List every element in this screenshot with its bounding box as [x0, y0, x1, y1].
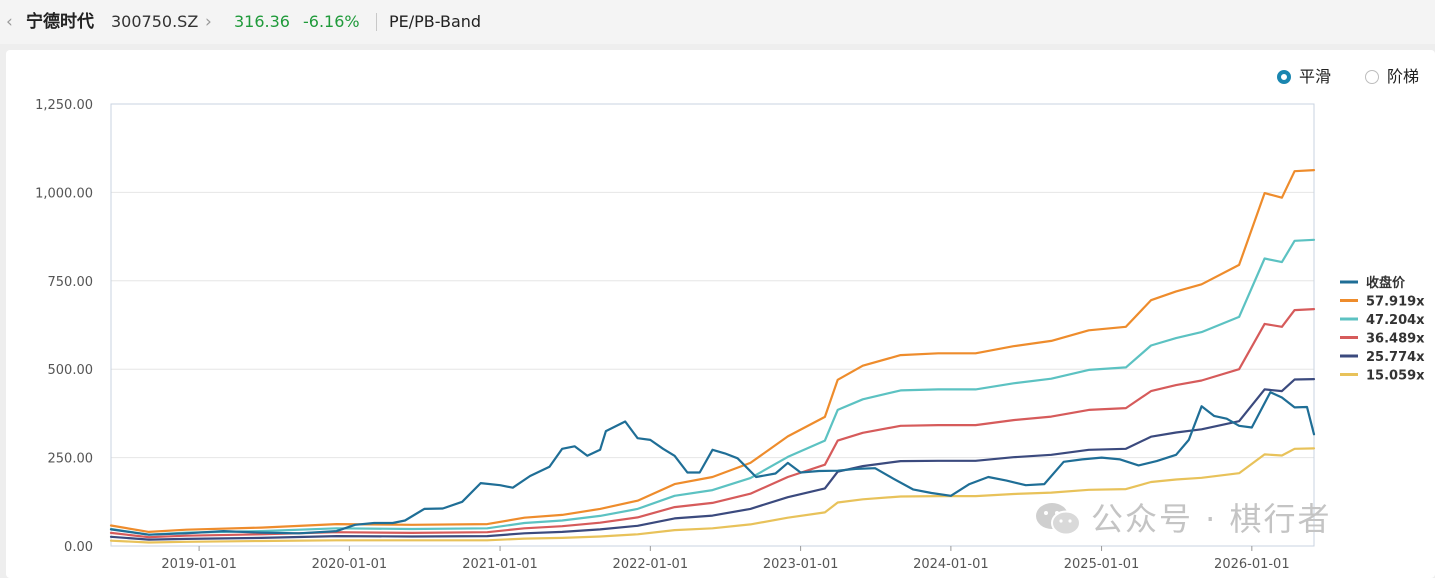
smooth-label: 平滑	[1299, 67, 1332, 86]
stock-name: 宁德时代	[26, 12, 94, 32]
x-tick-label: 2020-01-01	[312, 557, 388, 572]
x-tick-label: 2024-01-01	[913, 557, 989, 572]
y-tick-label: 1,000.00	[35, 186, 93, 201]
watermark-text: 公众号 · 棋行者	[1091, 500, 1332, 538]
legend-label: 收盘价	[1366, 275, 1406, 291]
price-change: -6.16%	[303, 12, 360, 31]
header-divider	[376, 13, 377, 31]
series-line-1	[109, 169, 1316, 533]
y-tick-label: 250.00	[48, 452, 94, 467]
legend-label: 25.774x	[1366, 350, 1425, 365]
wechat-icon	[1036, 503, 1081, 536]
x-tick-label: 2022-01-01	[613, 557, 689, 572]
step-label: 阶梯	[1387, 67, 1420, 86]
x-tick-label: 2023-01-01	[763, 557, 839, 572]
stock-header: ‹ 宁德时代 300750.SZ › 316.36 -6.16% PE/PB-B…	[0, 0, 1435, 44]
watermark: 公众号 · 棋行者	[1035, 495, 1332, 543]
chevron-left-icon[interactable]: ‹	[6, 12, 13, 32]
legend-label: 36.489x	[1366, 332, 1425, 347]
y-tick-label: 500.00	[48, 363, 94, 378]
y-tick-label: 750.00	[48, 275, 94, 290]
y-tick-label: 1,250.00	[35, 98, 93, 113]
chevron-right-icon[interactable]: ›	[205, 12, 212, 32]
plot-frame	[110, 103, 1315, 547]
x-tick-label: 2019-01-01	[161, 557, 237, 572]
series-line-5	[109, 447, 1316, 544]
view-title: PE/PB-Band	[389, 12, 482, 31]
radio-unselected-icon	[1365, 70, 1379, 84]
legend-label: 15.059x	[1366, 369, 1425, 384]
x-tick-label: 2021-01-01	[462, 557, 538, 572]
smooth-radio[interactable]: 平滑	[1277, 66, 1331, 88]
x-tick-label: 2025-01-01	[1064, 557, 1140, 572]
series-line-0	[109, 391, 1316, 536]
stock-price: 316.36	[234, 12, 290, 31]
stock-code: 300750.SZ	[111, 12, 199, 31]
chart-panel	[6, 50, 1435, 578]
series-line-2	[109, 238, 1316, 536]
radio-selected-icon	[1277, 70, 1291, 84]
legend-label: 57.919x	[1366, 295, 1425, 310]
series-line-3	[109, 308, 1316, 539]
legend-label: 47.204x	[1366, 313, 1425, 328]
y-tick-label: 0.00	[64, 540, 93, 555]
step-radio[interactable]: 阶梯	[1365, 66, 1419, 88]
x-tick-label: 2026-01-01	[1214, 557, 1290, 572]
